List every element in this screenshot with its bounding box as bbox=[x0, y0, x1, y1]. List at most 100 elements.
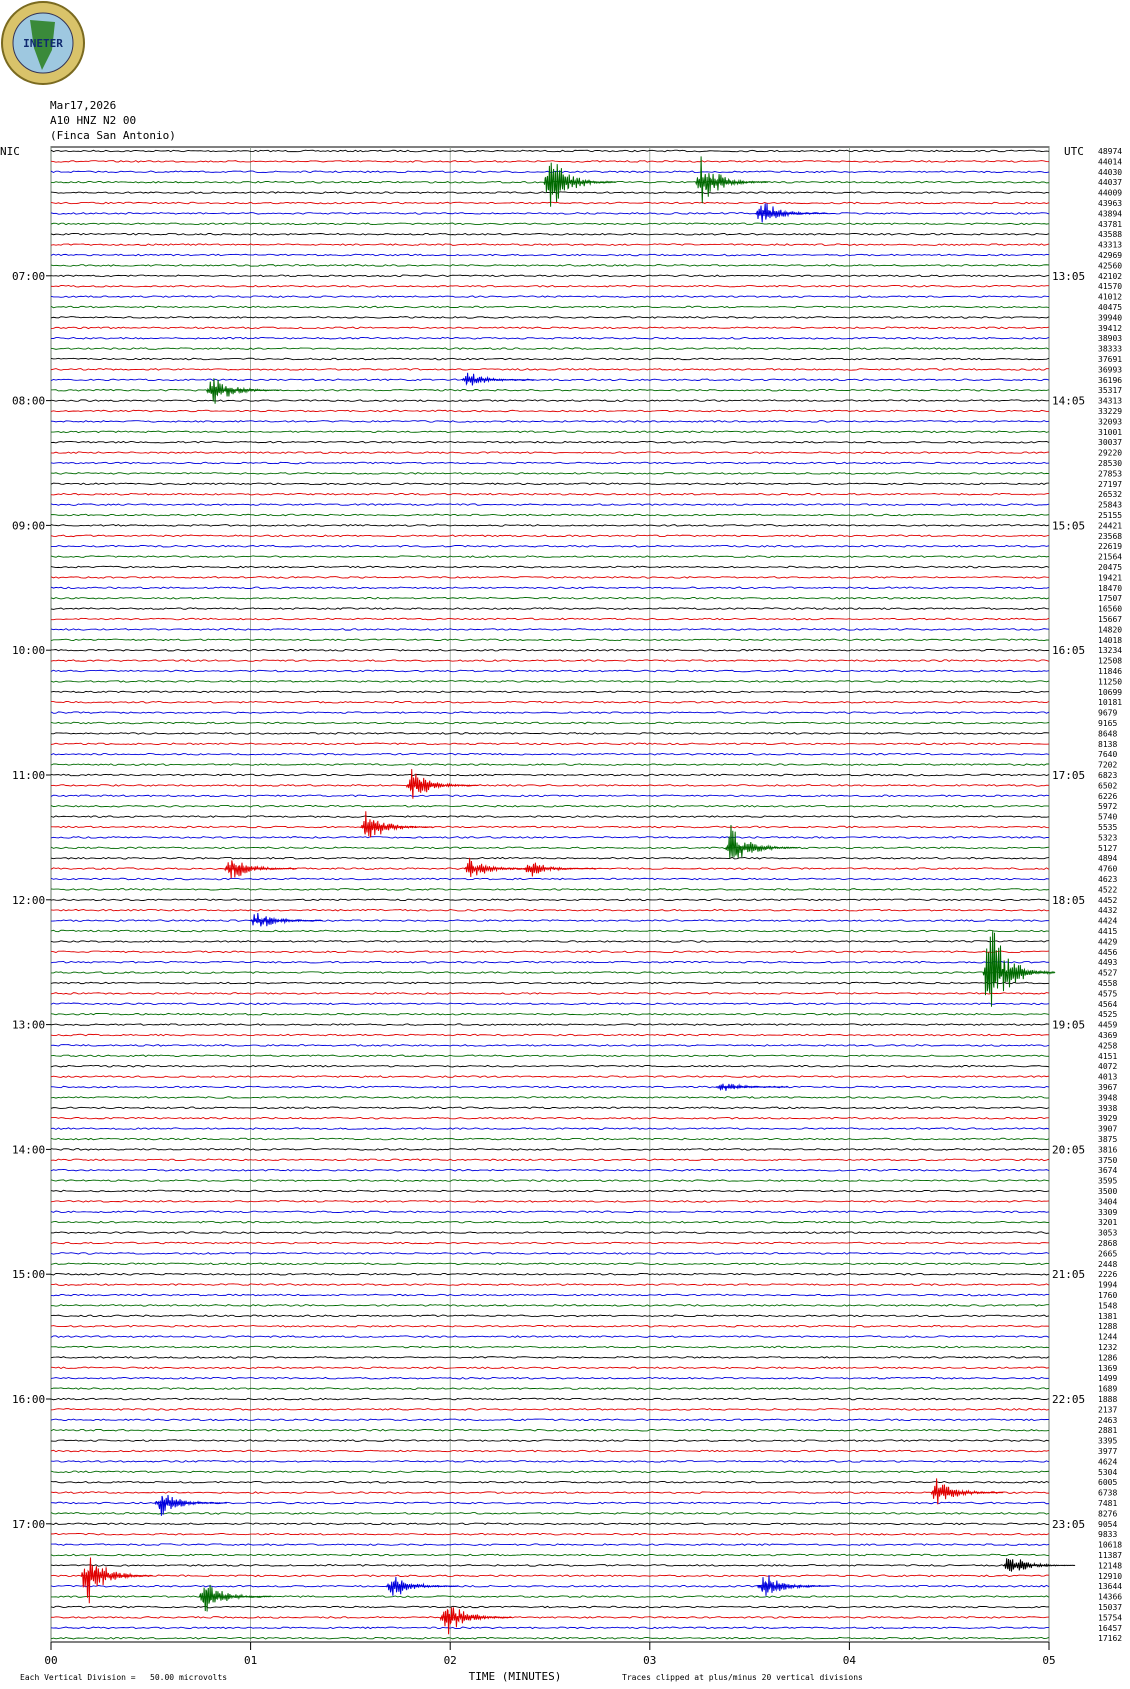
trace bbox=[50, 368, 1050, 371]
trace bbox=[50, 461, 1050, 465]
trace bbox=[50, 1501, 1050, 1505]
right-hour-label: 15:05 bbox=[1052, 519, 1085, 532]
trace bbox=[50, 804, 1050, 808]
station: A10 HNZ N2 00 bbox=[50, 114, 136, 127]
trace-label: 4894 bbox=[1098, 854, 1117, 863]
trace bbox=[50, 1158, 1050, 1162]
trace-label: 4575 bbox=[1098, 989, 1117, 998]
trace-label: 11387 bbox=[1098, 1551, 1122, 1560]
trace bbox=[50, 253, 1050, 257]
trace bbox=[50, 1200, 1050, 1203]
trace bbox=[50, 929, 1050, 933]
trace bbox=[50, 898, 1050, 902]
clip-note: Traces clipped at plus/minus 20 vertical… bbox=[622, 1673, 863, 1682]
trace bbox=[50, 784, 1050, 787]
site: (Finca San Antonio) bbox=[50, 129, 176, 142]
trace bbox=[50, 950, 1050, 954]
right-hour-label: 23:05 bbox=[1052, 1518, 1085, 1531]
trace-label: 33229 bbox=[1098, 407, 1122, 416]
seismic-event bbox=[80, 1557, 154, 1604]
trace-label: 3674 bbox=[1098, 1166, 1117, 1175]
trace bbox=[50, 1064, 1050, 1068]
trace-label: 28530 bbox=[1098, 459, 1122, 468]
trace bbox=[50, 1002, 1050, 1006]
trace-label: 9054 bbox=[1098, 1520, 1117, 1529]
trace bbox=[50, 326, 1050, 330]
x-tick-label: 00 bbox=[44, 1654, 57, 1667]
trace-label: 42969 bbox=[1098, 251, 1122, 260]
trace bbox=[50, 565, 1050, 569]
trace bbox=[50, 1418, 1050, 1422]
left-hour-label: 07:00 bbox=[12, 270, 45, 283]
trace-label: 21564 bbox=[1098, 553, 1122, 562]
trace bbox=[50, 576, 1050, 579]
trace-label: 2868 bbox=[1098, 1239, 1117, 1248]
logo-map bbox=[30, 20, 55, 70]
trace bbox=[50, 1470, 1050, 1474]
trace bbox=[50, 149, 1050, 153]
trace bbox=[50, 1376, 1050, 1380]
seismic-event bbox=[695, 156, 768, 204]
trace-label: 44037 bbox=[1098, 178, 1122, 187]
trace bbox=[50, 1241, 1050, 1245]
trace-label: 3201 bbox=[1098, 1218, 1117, 1227]
trace bbox=[50, 981, 1050, 985]
trace bbox=[50, 960, 1050, 964]
trace bbox=[50, 908, 1050, 912]
trace-label: 26532 bbox=[1098, 490, 1122, 499]
trace bbox=[50, 1543, 1050, 1546]
seismic-event bbox=[206, 378, 279, 404]
seismic-event bbox=[1002, 1558, 1076, 1572]
trace bbox=[51, 430, 1050, 434]
trace bbox=[50, 524, 1050, 527]
trace-label: 7202 bbox=[1098, 761, 1117, 770]
trace-label: 23568 bbox=[1098, 532, 1122, 541]
trace bbox=[50, 1127, 1050, 1130]
x-tick-label: 03 bbox=[643, 1654, 656, 1667]
trace-label: 41570 bbox=[1098, 282, 1122, 291]
trace bbox=[50, 305, 1050, 309]
left-hour-label: 10:00 bbox=[12, 644, 45, 657]
trace bbox=[50, 222, 1050, 226]
trace-label: 48974 bbox=[1098, 147, 1122, 156]
trace bbox=[50, 1075, 1050, 1078]
trace bbox=[50, 1408, 1050, 1411]
trace-label: 6005 bbox=[1098, 1478, 1117, 1487]
trace bbox=[50, 1522, 1050, 1526]
trace-label: 15667 bbox=[1098, 615, 1122, 624]
right-hour-label: 13:05 bbox=[1052, 270, 1085, 283]
right-zone: UTC bbox=[1064, 145, 1084, 158]
trace-label: 39940 bbox=[1098, 313, 1122, 322]
trace bbox=[50, 160, 1050, 163]
trace-label: 11250 bbox=[1098, 677, 1122, 686]
trace-label: 38903 bbox=[1098, 334, 1122, 343]
trace-label: 27853 bbox=[1098, 469, 1122, 478]
trace bbox=[50, 1116, 1050, 1120]
trace-label: 17507 bbox=[1098, 594, 1122, 603]
trace bbox=[50, 617, 1050, 621]
trace-label: 17162 bbox=[1098, 1634, 1122, 1643]
trace bbox=[50, 284, 1050, 288]
trace bbox=[50, 1532, 1050, 1536]
left-hour-label: 12:00 bbox=[12, 894, 45, 907]
trace bbox=[50, 1293, 1050, 1297]
trace-label: 1232 bbox=[1098, 1343, 1117, 1352]
trace-label: 13644 bbox=[1098, 1582, 1122, 1591]
seismic-event bbox=[360, 811, 433, 838]
trace-label: 25843 bbox=[1098, 501, 1122, 510]
left-hour-label: 11:00 bbox=[12, 769, 45, 782]
trace-label: 43781 bbox=[1098, 220, 1122, 229]
trace-label: 1288 bbox=[1098, 1322, 1117, 1331]
trace bbox=[50, 992, 1050, 995]
trace-label: 5323 bbox=[1098, 833, 1117, 842]
trace bbox=[50, 503, 1050, 506]
trace-label: 3875 bbox=[1098, 1135, 1117, 1144]
trace bbox=[50, 1345, 1050, 1349]
trace-label: 2448 bbox=[1098, 1260, 1117, 1269]
seismic-event bbox=[154, 1494, 227, 1516]
trace-label: 4013 bbox=[1098, 1073, 1117, 1082]
trace-label: 14820 bbox=[1098, 625, 1122, 634]
trace bbox=[50, 680, 1050, 683]
trace-label: 1689 bbox=[1098, 1385, 1117, 1394]
trace-label: 40475 bbox=[1098, 303, 1122, 312]
